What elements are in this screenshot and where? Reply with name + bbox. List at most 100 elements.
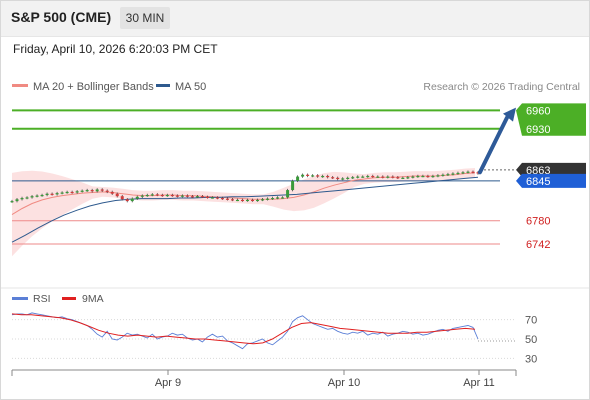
support-tag-1: 6780 <box>526 216 550 228</box>
candle-body <box>150 194 154 196</box>
candle-body <box>266 198 270 200</box>
candle-body <box>235 199 239 202</box>
candle-body <box>90 190 94 192</box>
last-price-tag: 6863 <box>526 165 550 177</box>
candle-body <box>276 197 280 199</box>
candle-body <box>20 198 24 200</box>
candle-body <box>441 174 445 176</box>
candle-body <box>431 175 435 178</box>
candle-body <box>426 175 430 178</box>
candle-body <box>145 194 149 197</box>
rsi-y-tick: 70 <box>525 315 537 327</box>
candle-body <box>391 176 395 178</box>
candle-body <box>10 201 14 203</box>
candle-body <box>215 197 219 199</box>
candle-body <box>351 177 355 179</box>
legend-swatch-rsi <box>12 297 28 300</box>
candle-body <box>261 199 265 201</box>
candle-body <box>130 198 134 202</box>
legend-label-rsi: RSI <box>33 293 51 305</box>
candle-body <box>406 177 410 179</box>
resistance-tag-2: 6930 <box>526 124 550 136</box>
candle-body <box>205 196 209 199</box>
ma50-line <box>11 176 479 243</box>
candle-body <box>60 192 64 194</box>
candle-body <box>271 198 275 200</box>
candle-body <box>230 199 234 201</box>
candle-body <box>301 174 305 177</box>
support-tag-2: 6742 <box>526 239 550 251</box>
resistance-tag-1: 6960 <box>526 105 550 117</box>
legend-label-9ma: 9MA <box>82 293 104 305</box>
candle-body <box>100 189 104 191</box>
candle-body <box>180 195 184 197</box>
candle-body <box>401 177 405 180</box>
candle-body <box>160 194 164 197</box>
candle-body <box>135 196 139 199</box>
candle-body <box>346 177 350 180</box>
candle-body <box>326 175 330 178</box>
candle-body <box>466 171 470 173</box>
x-axis-tick-label: Apr 11 <box>463 377 495 389</box>
candle-body <box>200 196 204 198</box>
candle-body <box>165 194 169 197</box>
candle-body <box>456 172 460 175</box>
candle-body <box>436 175 440 177</box>
candle-body <box>170 194 174 197</box>
candle-body <box>471 171 475 173</box>
candle-body <box>416 175 420 178</box>
candle-body <box>75 191 79 193</box>
candle-body <box>240 199 244 202</box>
rsi-ma-line <box>11 313 476 345</box>
candle-body <box>371 175 375 178</box>
candle-body <box>225 198 229 200</box>
candle-body <box>311 175 315 177</box>
candle-body <box>55 193 59 195</box>
candle-body <box>411 176 415 178</box>
candle-body <box>80 190 84 192</box>
candle-body <box>316 175 320 177</box>
candle-body <box>381 176 385 178</box>
legend-label-ma50: MA 50 <box>175 81 206 93</box>
candle-body <box>461 172 465 174</box>
chart-header: S&P 500 (CME) 30 MIN <box>0 0 590 37</box>
legend-swatch-9ma <box>62 297 76 300</box>
candle-body <box>291 180 295 191</box>
candle-body <box>140 195 144 197</box>
candle-body <box>50 193 54 195</box>
candle-body <box>155 194 159 196</box>
candle-body <box>296 176 300 181</box>
candle-body <box>185 195 189 197</box>
instrument-title: S&P 500 (CME) <box>11 9 112 25</box>
attribution-label: Research © 2026 Trading Central <box>423 81 580 93</box>
candle-body <box>246 199 250 202</box>
candle-body <box>15 199 19 202</box>
candle-body <box>321 175 325 178</box>
candle-body <box>220 198 224 200</box>
candle-body <box>25 197 29 199</box>
candle-body <box>65 191 69 194</box>
legend-swatch-ma20 <box>12 84 28 87</box>
candle-body <box>120 196 124 200</box>
candle-body <box>35 195 39 197</box>
datetime-label: Friday, April 10, 2026 6:20:03 PM CET <box>13 42 218 56</box>
candle-body <box>105 190 109 192</box>
candle-body <box>256 199 260 202</box>
bollinger-band <box>12 168 475 257</box>
candle-body <box>85 190 89 192</box>
timeframe-button[interactable]: 30 MIN <box>120 7 170 29</box>
candle-body <box>421 175 425 178</box>
candle-body <box>110 191 114 194</box>
candle-body <box>451 173 455 175</box>
rsi-line <box>11 312 479 350</box>
candle-body <box>115 193 119 197</box>
rsi-y-tick: 50 <box>525 334 537 346</box>
candle-body <box>286 190 290 198</box>
forecast-arrow-shaft <box>478 115 509 175</box>
candle-body <box>70 191 74 194</box>
candle-body <box>251 199 255 202</box>
last-price-tag-bg <box>516 162 586 177</box>
candle-body <box>376 176 380 178</box>
legend-swatch-ma50 <box>156 84 170 87</box>
